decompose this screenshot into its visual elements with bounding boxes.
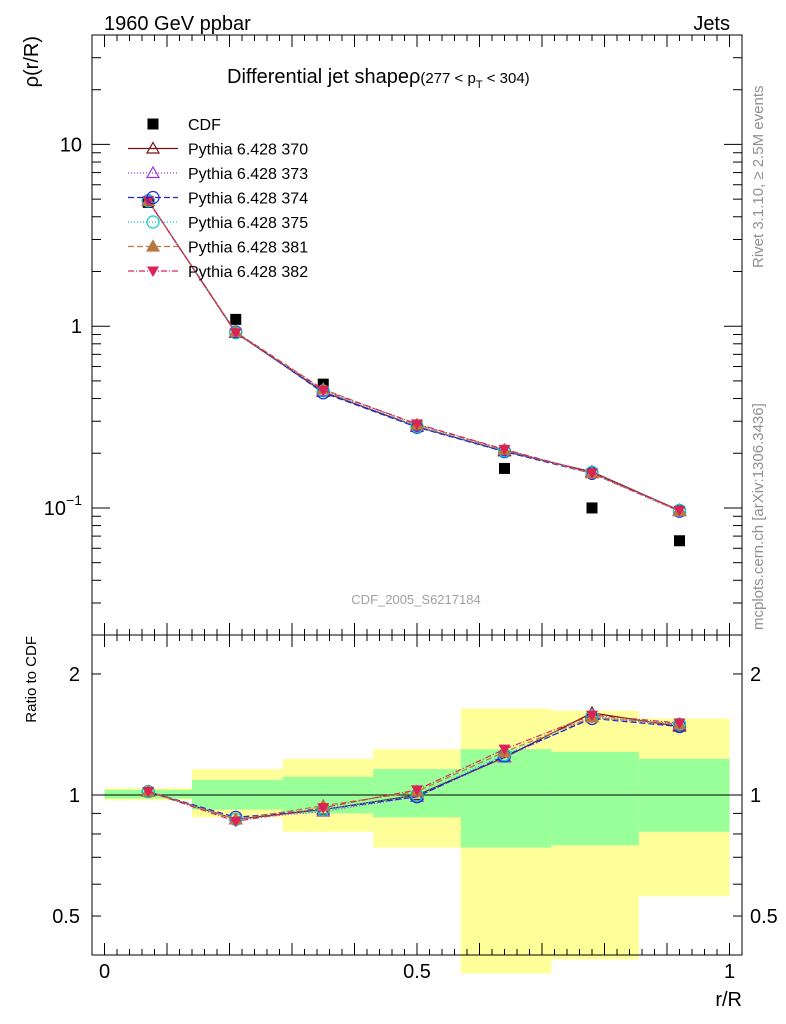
ratio-y-tick-labels: 0.5 0.5 1 1 2 2 xyxy=(52,664,778,928)
ratio-y-tick-label-right: 1 xyxy=(750,785,761,807)
legend-item-pythia-6-428-382: Pythia 6.428 382 xyxy=(128,264,308,281)
legend-marker xyxy=(145,165,161,179)
legend-marker xyxy=(146,215,160,229)
legend-item-pythia-6-428-375: Pythia 6.428 375 xyxy=(128,215,308,232)
data-point xyxy=(499,462,510,474)
ratio-point xyxy=(673,718,686,730)
legend-label: Pythia 6.428 382 xyxy=(188,264,308,281)
ratio-panel: 0.5 0.51 12 2 0 0.5 1 Ratio to CDF r/R xyxy=(23,634,778,1011)
ratio-y-tick-label: 0.5 xyxy=(52,906,80,928)
data-point xyxy=(317,385,330,397)
legend-marker xyxy=(147,266,159,277)
ratio-y-tick-label: 2 xyxy=(69,664,80,686)
main-panel: 10−1 1 10 ρ(r/R) Differential jet shapeρ(2… xyxy=(21,34,743,636)
legend-item-pythia-6-428-370: Pythia 6.428 370 xyxy=(128,141,308,159)
main-y-tick-label: 10 xyxy=(60,134,82,156)
uncertainty-band-inner xyxy=(460,749,552,848)
data-point xyxy=(586,468,598,479)
title-range-end: < 304) xyxy=(483,70,530,87)
main-series xyxy=(141,193,687,547)
x-tick-label: 1 xyxy=(724,961,735,983)
watermark: CDF_2005_S6217184 xyxy=(351,592,480,607)
ratio-y-tick-label-right: 0.5 xyxy=(750,906,778,928)
ratio-x-tick-labels: 0 0.5 1 xyxy=(99,961,735,983)
data-point xyxy=(229,328,242,339)
data-point xyxy=(674,535,685,547)
ratio-y-tick-label: 1 xyxy=(69,785,80,807)
legend-item-pythia-6-428-373: Pythia 6.428 373 xyxy=(128,165,308,183)
legend-marker xyxy=(146,190,160,205)
ratio-point xyxy=(317,803,330,814)
uncertainty-band-inner xyxy=(551,751,639,846)
legend-item-pythia-6-428-374: Pythia 6.428 374 xyxy=(128,191,308,208)
legend-label: CDF xyxy=(188,117,221,134)
x-tick-label: 0.5 xyxy=(403,961,431,983)
x-tick-label: 0 xyxy=(99,961,110,983)
legend-marker xyxy=(145,141,161,154)
data-point xyxy=(673,505,686,517)
ratio-point xyxy=(498,744,511,756)
legend-marker xyxy=(145,239,161,252)
title-subscript: T xyxy=(476,79,483,91)
ratio-series-pythia-6-428-382 xyxy=(142,710,686,828)
mcplots-source-label: mcplots.cern.ch [arXiv:1306.3436] xyxy=(750,403,767,630)
legend-label: Pythia 6.428 370 xyxy=(188,142,308,159)
legend-label: Pythia 6.428 374 xyxy=(188,191,308,208)
legend-label: Pythia 6.428 373 xyxy=(188,166,308,183)
main-y-axis-label: ρ(r/R) xyxy=(21,36,43,87)
legend-item-cdf: CDF xyxy=(147,117,221,134)
series-pythia-6-428-382 xyxy=(142,196,686,517)
uncertainty-bands xyxy=(104,708,730,974)
data-point xyxy=(411,419,423,430)
ratio-point xyxy=(142,787,155,798)
ratio-axis-ticks xyxy=(91,635,743,956)
ratio-y-axis-label: Ratio to CDF xyxy=(23,636,40,723)
data-point xyxy=(498,444,511,456)
header-left: 1960 GeV ppbar xyxy=(104,13,251,35)
main-y-tick-label: 10−1 xyxy=(44,492,82,520)
legend-label: Pythia 6.428 381 xyxy=(188,240,308,257)
rivet-version-label: Rivet 3.1.10, ≥ 2.5M events xyxy=(750,86,767,269)
x-axis-label: r/R xyxy=(715,989,742,1011)
data-point xyxy=(586,502,598,514)
legend-label: Pythia 6.428 375 xyxy=(188,215,308,232)
main-y-tick-labels: 10−1 1 10 xyxy=(44,134,82,520)
ratio-point xyxy=(229,816,242,828)
main-y-tick-label: 1 xyxy=(71,316,82,338)
legend: CDF Pythia 6.428 370 Pythia 6.428 373 Pythi… xyxy=(128,117,308,281)
main-chart-title: Differential jet shapeρ(277 < pT < 304) xyxy=(227,66,530,91)
main-axis-ticks xyxy=(91,34,743,636)
ratio-point xyxy=(411,785,423,796)
ratio-point xyxy=(586,710,598,722)
title-range: (277 < p xyxy=(420,70,475,87)
ratio-series xyxy=(141,705,687,828)
header-right: Jets xyxy=(693,13,730,35)
data-point xyxy=(230,313,242,325)
ratio-y-tick-label-right: 2 xyxy=(750,664,761,686)
legend-item-pythia-6-428-381: Pythia 6.428 381 xyxy=(128,239,308,257)
legend-marker xyxy=(147,118,159,130)
title-main: Differential jet shapeρ xyxy=(227,66,420,88)
